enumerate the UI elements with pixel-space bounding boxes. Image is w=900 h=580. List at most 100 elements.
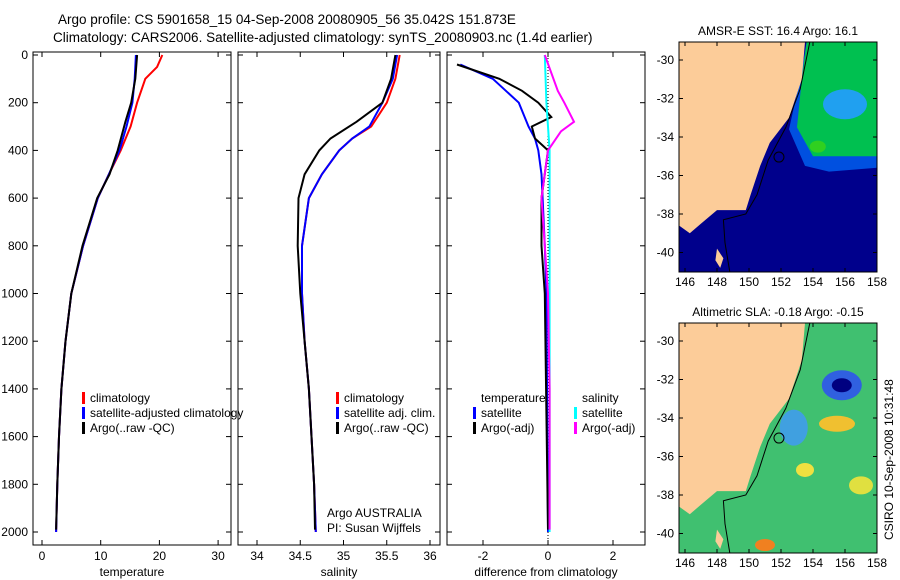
map-title: Altimetric SLA: -0.18 Argo: -0.15 [692,305,864,319]
temp-legend-label: climatology [90,391,150,405]
lon-tick-label: 150 [739,556,759,570]
diff-legend-sal-swatch [574,422,577,434]
sal-legend-label: climatology [344,391,404,405]
y-tick-label: 1400 [1,382,28,396]
lat-tick-label: -38 [657,488,675,502]
series-line-argo-raw-qc- [55,54,139,530]
lat-tick-label: -32 [657,373,675,387]
lon-tick-label: 148 [707,556,727,570]
x-axis-label: temperature [100,565,165,579]
x-tick-label: 0 [545,549,552,563]
sla-high [819,415,855,432]
sal-legend-label: satellite adj. clim. [344,406,435,420]
lon-tick-label: 152 [771,275,791,289]
panel-temperature: 0 10 20 30 temperature [32,51,232,579]
x-tick-label: 20 [153,549,167,563]
y-tick-label: 1000 [1,287,28,301]
panel-difference: -2 0 2 difference from climatology [446,51,646,579]
series-line-salinity-argo-adj- [540,54,576,530]
side-label: CSIRO 10-Sep-2008 10:31:48 [882,379,896,540]
x-tick-label: 2 [610,549,617,563]
lon-tick-label: 158 [867,275,887,289]
x-tick-label: 0 [39,549,46,563]
x-tick-label: 35.5 [375,549,399,563]
lat-tick-label: -38 [657,207,675,221]
annotation: PI: Susan Wijffels [327,521,421,535]
series-line-temperature-argo-adj- [456,63,553,530]
lat-tick-label: -40 [657,527,675,541]
y-tick-label: 1600 [1,430,28,444]
land-island [715,248,724,268]
eddy-warm [809,140,826,153]
x-axis-label: salinity [321,565,358,579]
diff-legend-temp-label: Argo(-adj) [481,421,534,435]
panel-salinity: 34 34.5 35 35.5 36 salinity [237,51,441,579]
map-frame [678,322,878,554]
y-tick-label: 200 [8,96,28,110]
diff-legend-temp-swatch [473,422,476,434]
x-tick-label: 35 [337,549,351,563]
annotation: Argo AUSTRALIA [327,506,422,520]
map-field [679,323,877,553]
diff-legend-heading: salinity [582,391,619,405]
eddy-cool [823,89,867,120]
lon-tick-label: 146 [675,556,695,570]
sla-high4 [755,539,775,552]
x-axis-label: difference from climatology [474,565,617,579]
temp-legend-label: Argo(..raw -QC) [90,421,175,435]
sal-legend-swatch [336,392,339,404]
x-tick-label: 34.5 [289,549,313,563]
diff-legend-sal-swatch [574,407,577,419]
panel-frame [237,51,441,546]
lon-tick-label: 148 [707,275,727,289]
lon-tick-label: 152 [771,556,791,570]
y-tick-label: 800 [8,239,28,253]
map-sla_map: Altimetric SLA: -0.18 Argo: -0.15 146 148 1… [657,305,888,570]
lon-tick-label: 156 [835,275,855,289]
diff-legend-sal-label: Argo(-adj) [582,421,635,435]
temp-legend-swatch [82,392,85,404]
sla-high3 [849,476,873,495]
shelf-contour [722,42,811,272]
y-tick-label: 2000 [1,525,28,539]
x-tick-label: 34 [250,549,264,563]
figure-title-line1: Argo profile: CS 5901658_15 04-Sep-2008 … [58,12,516,27]
panel-frame [32,51,232,546]
lon-tick-label: 156 [835,556,855,570]
land-australia [679,323,805,515]
sal-legend-swatch [336,407,339,419]
sla-low-core [831,378,852,393]
x-tick-label: 30 [211,549,225,563]
map-sst_map: AMSR-E SST: 16.4 Argo: 16.1 146 148 150 152 1… [657,24,888,289]
lat-tick-label: -34 [657,130,675,144]
map-frame [678,41,878,273]
lat-tick-label: -34 [657,411,675,425]
map-title: AMSR-E SST: 16.4 Argo: 16.1 [698,24,858,38]
lon-tick-label: 146 [675,275,695,289]
temp-legend-swatch [82,422,85,434]
temp-legend-swatch [82,407,85,419]
x-tick-label: 36 [423,549,437,563]
diff-legend-sal-label: satellite [582,406,623,420]
argo-float-marker [773,151,785,163]
y-tick-label: 400 [8,143,28,157]
temp-legend-label: satellite-adjusted climatology [90,406,243,420]
lat-tick-label: -30 [657,334,675,348]
sla-low2 [779,409,808,446]
figure-title-line2: Climatology: CARS2006. Satellite-adjuste… [53,30,593,45]
lon-tick-label: 154 [803,556,823,570]
sal-legend-swatch [336,422,339,434]
lat-tick-label: -30 [657,53,675,67]
diff-legend-temp-label: satellite [481,406,522,420]
diff-legend-heading: temperature [481,391,546,405]
lat-tick-label: -40 [657,246,675,260]
x-tick-label: 10 [94,549,108,563]
x-tick-label: -2 [478,549,489,563]
lon-tick-label: 150 [739,275,759,289]
sal-legend-label: Argo(..raw -QC) [344,421,429,435]
y-tick-label: 600 [8,191,28,205]
lon-tick-label: 158 [867,556,887,570]
y-tick-label: 0 [21,48,28,62]
y-tick-label: 1200 [1,334,28,348]
